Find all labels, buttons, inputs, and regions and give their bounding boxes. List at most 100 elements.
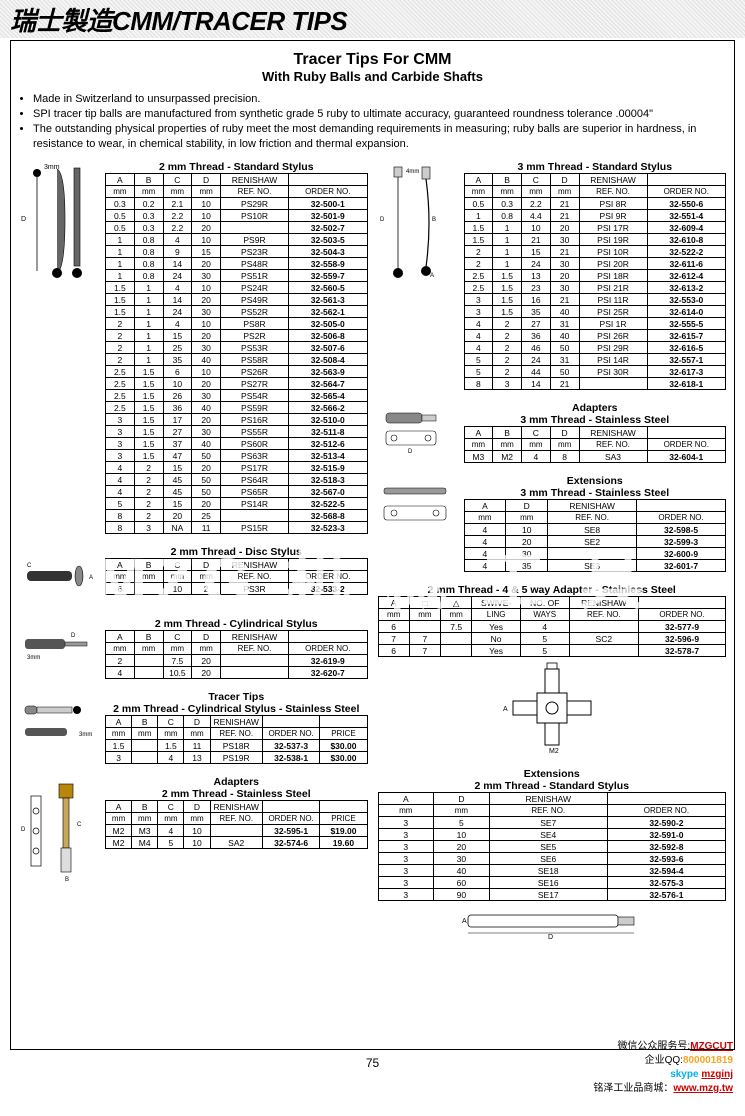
col-header: A (378, 597, 409, 609)
cell: M2 (493, 451, 522, 463)
col-subheader: mm (106, 186, 135, 198)
svg-text:3mm: 3mm (44, 164, 60, 171)
col-subheader: mm (106, 643, 135, 655)
svg-text:D: D (71, 633, 76, 639)
right-column: D 4mm B A 3 mm Thread - Standard Stylus … (378, 161, 727, 952)
table-row: 1.512430PS52R32-562-1 (106, 306, 368, 318)
cell: 15 (163, 330, 192, 342)
cell: 6 (163, 366, 192, 378)
col-header: C (163, 631, 192, 643)
svg-text:C: C (27, 563, 32, 569)
col-header: RENISHAW (569, 597, 639, 609)
cell: 32-557-1 (647, 354, 726, 366)
cell: 1.5 (134, 438, 163, 450)
cell: 2.5 (106, 390, 135, 402)
way-adapter-diagram-icon: A M2 (378, 663, 727, 756)
bullet: SPI tracer tip balls are manufactured fr… (33, 107, 726, 122)
cell: 35 (522, 306, 551, 318)
col-header: B (134, 631, 163, 643)
svg-text:B: B (65, 877, 69, 883)
cell: 3 (378, 841, 434, 853)
col-subheader: mm (493, 186, 522, 198)
cell: 2.2 (163, 222, 192, 234)
cell: 32-594-4 (607, 865, 725, 877)
cell: 32-511-8 (289, 426, 368, 438)
cell: 3 (134, 522, 163, 534)
cell: 5 (106, 498, 135, 510)
cell: PS63R (221, 450, 289, 462)
cell: 3 (106, 450, 135, 462)
cell: 2 (134, 486, 163, 498)
cell: 21 (550, 198, 579, 210)
col-subheader: mm (134, 571, 163, 583)
cell: 15 (522, 246, 551, 258)
cell: 4 (464, 330, 493, 342)
cell: 1 (134, 354, 163, 366)
cell: 40 (192, 438, 221, 450)
col-header: A (378, 793, 434, 805)
cell: 40 (550, 306, 579, 318)
cell: 1.5 (134, 414, 163, 426)
col-subheader: REF. NO. (210, 728, 262, 740)
cell: 0.5 (106, 222, 135, 234)
col-subheader: REF. NO. (221, 571, 289, 583)
cell: 21 (550, 246, 579, 258)
cell: 32-537-3 (262, 740, 320, 752)
col-header: RENISHAW (210, 801, 262, 813)
cell: 8 (464, 378, 493, 390)
cell (221, 667, 289, 679)
cell: 2 (464, 258, 493, 270)
cell: 32-615-7 (647, 330, 726, 342)
col-header: B (493, 427, 522, 439)
table-row: 212530PS53R32-507-6 (106, 342, 368, 354)
cell: Yes (472, 645, 521, 657)
cell: 10 (184, 825, 210, 837)
table-caption-top: Adapters (464, 402, 727, 414)
table-caption: 2 mm Thread - Stainless Steel (105, 788, 368, 800)
table-row: 521520PS14R32-522-5 (106, 498, 368, 510)
banner-text: 瑞士製造CMM/TRACER TIPS (10, 1, 347, 38)
cell: PS59R (221, 402, 289, 414)
cell (579, 378, 647, 390)
table-2mm-disc: ABCDRENISHAWmmmmmmmmREF. NO.ORDER NO.610… (105, 558, 368, 595)
col-header: RENISHAW (210, 716, 262, 728)
col-header: D (184, 801, 210, 813)
cell: $19.00 (320, 825, 367, 837)
cell: 32-578-7 (639, 645, 726, 657)
col-subheader: REF. NO. (569, 609, 639, 621)
cell: 32-551-4 (647, 210, 726, 222)
cell: 3 (493, 378, 522, 390)
cell: 1.5 (106, 306, 135, 318)
cell: 32-513-4 (289, 450, 368, 462)
cell: 24 (163, 270, 192, 282)
col-header: D (550, 427, 579, 439)
cell: 31 (550, 318, 579, 330)
col-subheader: LING (472, 609, 521, 621)
cell: PSI 14R (579, 354, 647, 366)
cell: 4 (163, 234, 192, 246)
col-subheader: mm (184, 728, 210, 740)
cell: 16 (522, 294, 551, 306)
cell: 32-591-0 (607, 829, 725, 841)
cell: 32-538-1 (262, 752, 320, 764)
cell: 13 (184, 752, 210, 764)
main-title: Tracer Tips For CMM (19, 51, 726, 69)
table-row: 67Yes532-578-7 (378, 645, 726, 657)
cell: 32-553-0 (647, 294, 726, 306)
table-row: 10.8915PS23R32-504-3 (106, 246, 368, 258)
cell: 40 (550, 330, 579, 342)
col-subheader: mm (132, 728, 158, 740)
cell: 1.5 (158, 740, 184, 752)
svg-text:A: A (430, 273, 434, 279)
cell: 2.5 (106, 378, 135, 390)
cell: 2.5 (464, 282, 493, 294)
cell: PSI 9R (579, 210, 647, 222)
col-header: △ (441, 597, 472, 609)
cell: 44 (522, 366, 551, 378)
cell: 4 (106, 462, 135, 474)
col-subheader: mm (522, 439, 551, 451)
col-subheader: WAYS (520, 609, 569, 621)
cell: M3 (464, 451, 493, 463)
col-subheader: mm (106, 813, 132, 825)
cell: 3 (106, 752, 132, 764)
